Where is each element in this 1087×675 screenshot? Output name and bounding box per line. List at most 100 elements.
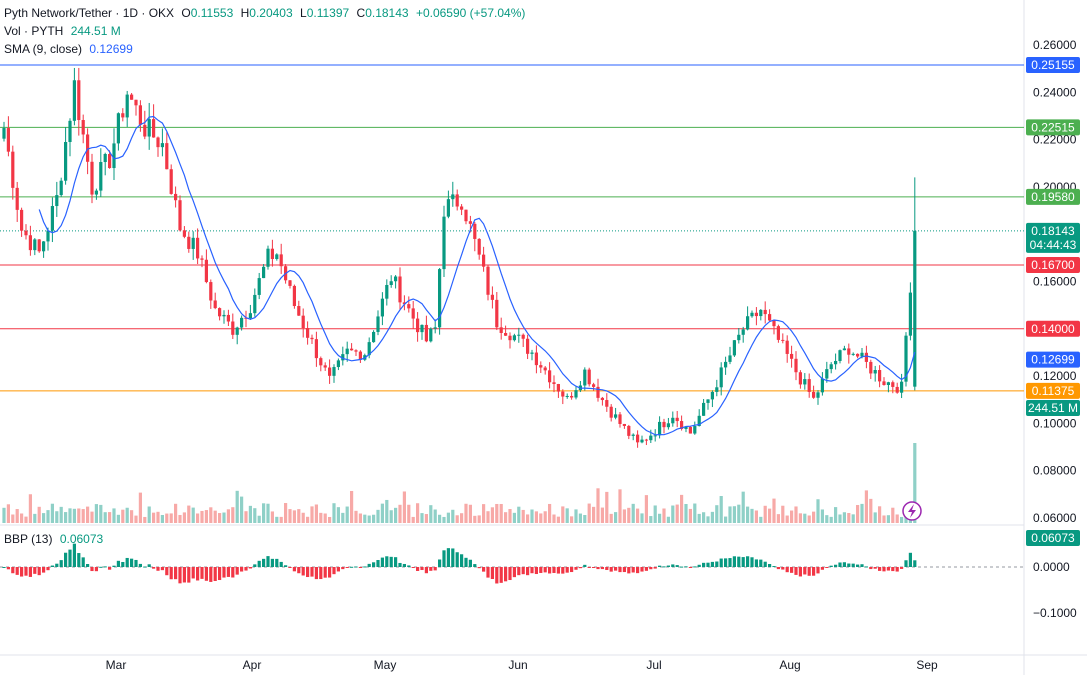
candle-body [534, 352, 538, 366]
candle-body [125, 94, 129, 118]
volume-bar [856, 505, 860, 523]
candle-body [671, 417, 675, 424]
candle-body [891, 382, 895, 387]
candle-body [15, 187, 19, 210]
volume-bar [253, 508, 257, 523]
volume-bar [402, 491, 406, 523]
volume-bar [838, 514, 842, 523]
candle-body [336, 360, 340, 368]
candle-body [389, 281, 393, 285]
candle-body [253, 294, 257, 314]
bbp-bar [248, 567, 252, 569]
volume-bar [482, 504, 486, 523]
candle-body [803, 379, 807, 385]
bbp-bar [715, 561, 719, 567]
candle-body [864, 352, 868, 362]
bbp-bar [178, 567, 182, 584]
bbp-tick-label: 0.0000 [1033, 560, 1070, 574]
bbp-bar [706, 562, 710, 567]
volume-bar [213, 510, 217, 523]
volume-bar [891, 507, 895, 523]
bbp-bar [468, 559, 472, 567]
candle-body [477, 238, 481, 255]
candle-body [759, 309, 763, 317]
bbp-bar [429, 567, 433, 571]
candle-body [279, 254, 283, 267]
price-tick-label: 0.24000 [1033, 85, 1077, 99]
volume-bar [235, 490, 239, 523]
bbp-bar [451, 548, 455, 567]
volume-bar [416, 503, 420, 523]
bbp-bar [323, 567, 327, 578]
candle-body [732, 340, 736, 356]
bbp-bar [578, 567, 582, 569]
candle-body [812, 391, 816, 398]
bbp-bar [882, 567, 886, 572]
time-tick-label: Aug [779, 658, 800, 672]
volume-bar [121, 509, 125, 523]
volume-bar [631, 503, 635, 523]
candle-body [385, 284, 389, 299]
candle-body [526, 338, 530, 354]
candle-body [108, 154, 112, 169]
candle-body [451, 194, 455, 200]
candle-body [574, 390, 578, 398]
candle-body [886, 382, 890, 386]
volume-bar [508, 509, 512, 523]
candle-body [196, 237, 200, 259]
bbp-bar [746, 556, 750, 567]
level-price-tag: 0.22515 [1026, 119, 1080, 136]
candle-body [90, 161, 94, 195]
volume-bar [275, 516, 279, 523]
volume-bar [697, 513, 701, 523]
bbp-bar [627, 567, 631, 574]
candle-body [908, 292, 912, 336]
candle-body [468, 221, 472, 224]
lightning-icon[interactable] [902, 501, 922, 521]
candle-body [596, 386, 600, 398]
sma-legend: SMA (9, close) 0.12699 [4, 42, 137, 56]
price-tag-text: 0.11375 [1032, 384, 1075, 398]
bbp-bar [622, 567, 626, 573]
bbp-bar [869, 567, 873, 570]
volume-bar [55, 511, 59, 523]
volume-bar [147, 506, 151, 523]
bbp-bar [838, 562, 842, 567]
candle-body [99, 162, 103, 191]
candle-body [226, 314, 230, 322]
volume-bar [292, 510, 296, 523]
volume-bar [842, 512, 846, 523]
candle-body [50, 206, 54, 231]
bbp-bar [81, 557, 85, 567]
volume-bar [710, 511, 714, 523]
bbp-bar [614, 567, 618, 571]
bbp-bar [59, 560, 63, 567]
candle-body [521, 334, 525, 339]
volume-bar [319, 512, 323, 523]
bbp-bar [257, 560, 261, 567]
candle-body [240, 317, 244, 328]
candle-body [191, 237, 195, 249]
candle-body [328, 367, 332, 376]
volume-bar [675, 504, 679, 523]
volume-bar [737, 504, 741, 523]
candle-body [504, 332, 508, 336]
candle-body [737, 334, 741, 341]
candle-body [820, 378, 824, 393]
bbp-bar [358, 567, 362, 568]
candle-body [209, 282, 213, 301]
volume-bar [706, 516, 710, 523]
volume-bar [715, 505, 719, 523]
volume-bar [11, 514, 15, 523]
bbp-bar [908, 552, 912, 567]
bbp-bar [816, 567, 820, 574]
last-price-text: 0.18143 [1031, 224, 1075, 238]
bbp-bar [570, 567, 574, 573]
candle-body [460, 206, 464, 210]
bbp-bar [886, 567, 890, 571]
volume-bar [763, 505, 767, 523]
volume-bar [442, 516, 446, 523]
volume-bar [873, 512, 877, 523]
volume-bar [530, 509, 534, 523]
